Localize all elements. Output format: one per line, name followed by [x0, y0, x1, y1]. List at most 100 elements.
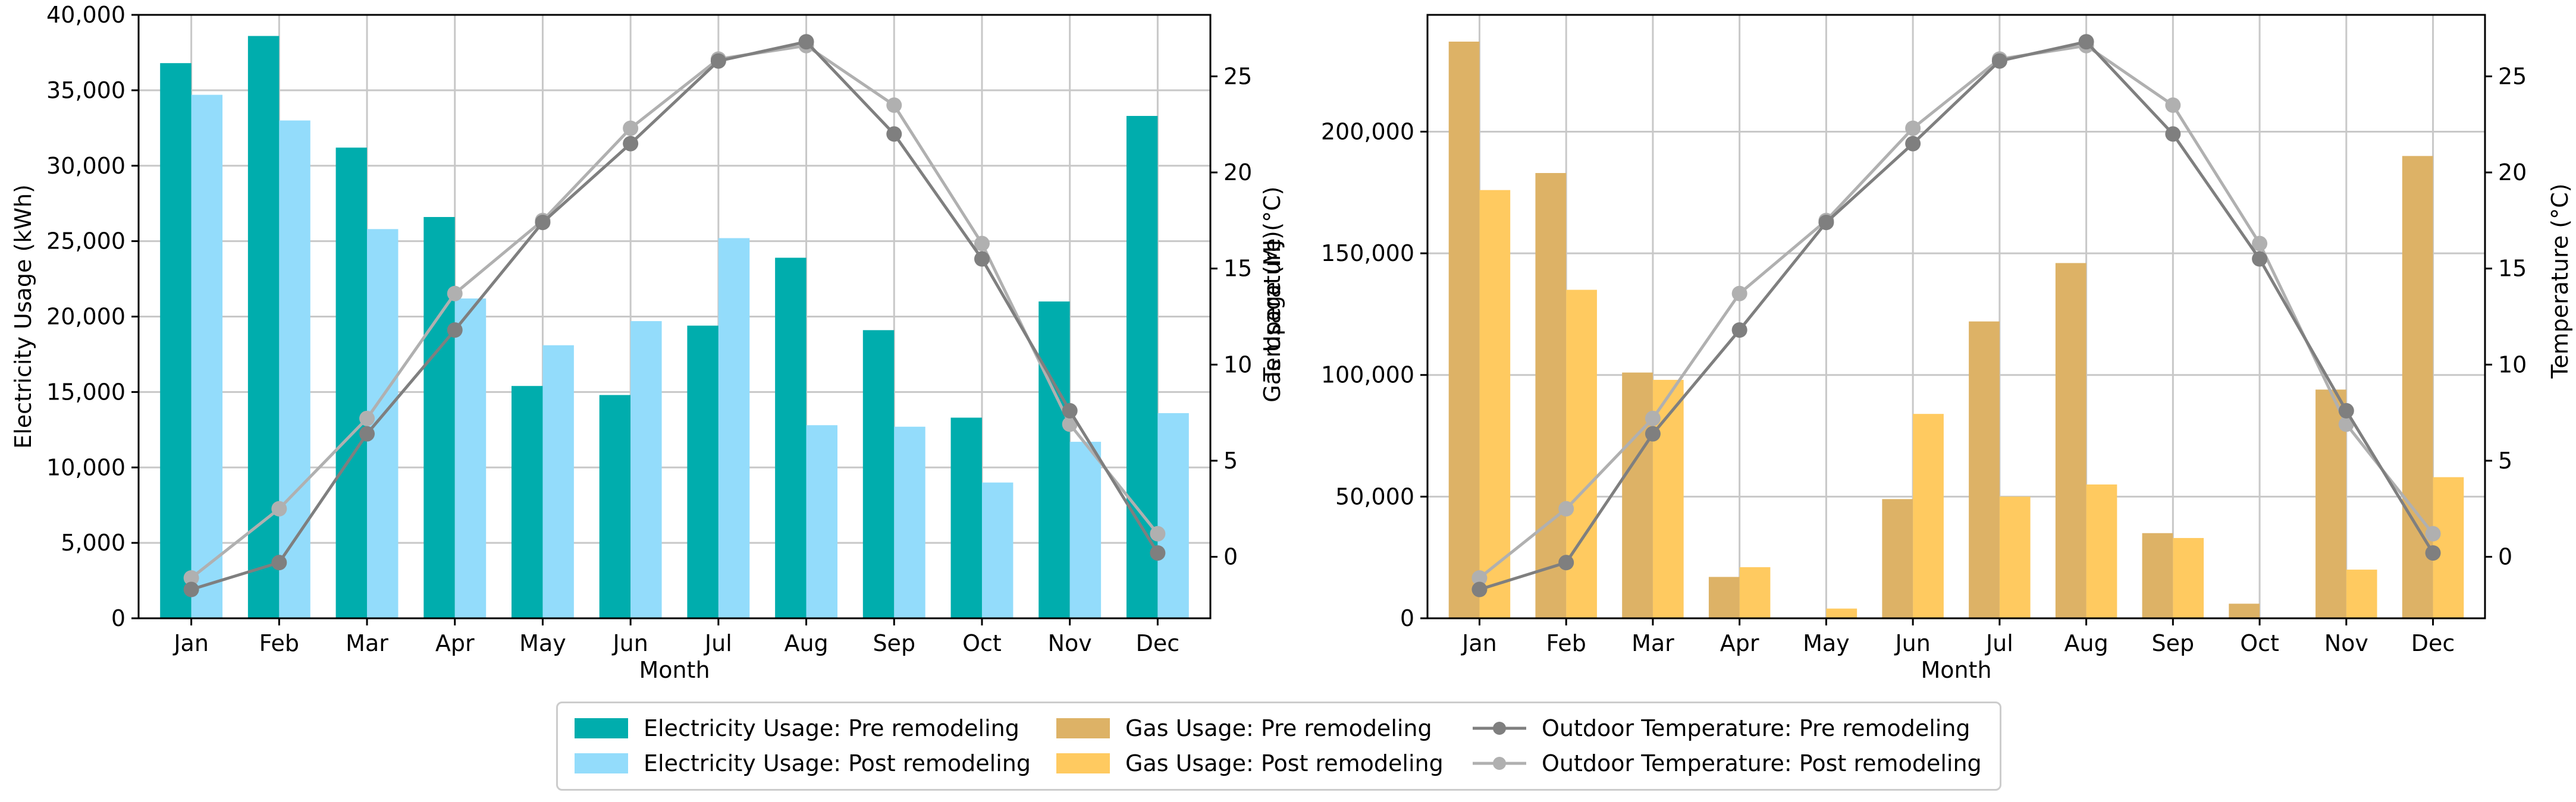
temperature-point [1558, 555, 1574, 571]
temperature-point [886, 126, 902, 142]
x-tick-label: Oct [962, 630, 1002, 656]
y-tick-label: 10,000 [46, 454, 125, 480]
bar [981, 482, 1014, 618]
y-tick-label: 100,000 [1321, 362, 1414, 388]
chart-panel-2: 0 50,000 100,000 150,000 200,000 0 5 10 15 20 25 Ja… [1259, 14, 2573, 683]
x-tick-label: Oct [2240, 630, 2279, 656]
legend-label: Gas Usage: Post remodeling [1125, 750, 1444, 776]
y-tick-label: 15,000 [46, 379, 125, 405]
temperature-point [623, 136, 639, 152]
x-tick-label: Aug [784, 630, 828, 656]
bar [1622, 372, 1653, 618]
temperature-point [974, 235, 990, 251]
bar [1038, 301, 1070, 618]
legend-label: Electricity Usage: Pre remodeling [644, 715, 1019, 741]
bar [191, 95, 223, 619]
bar [1969, 321, 2000, 618]
bar [2173, 537, 2204, 618]
bar [1882, 499, 1913, 618]
temperature-point [447, 285, 463, 301]
bar [423, 217, 455, 618]
x-tick-label: Jul [1985, 630, 2013, 656]
y-tick-label: 5,000 [61, 530, 125, 556]
temperature-line [1478, 44, 2434, 580]
y2-tick-label: 25 [2498, 63, 2527, 89]
x-tick-label: Sep [2152, 630, 2195, 656]
legend-swatch [575, 718, 628, 738]
y2-tick-label: 0 [2498, 544, 2512, 570]
y-tick-label: 35,000 [46, 77, 125, 103]
bar [1479, 190, 1511, 618]
x-tick-label: Jun [611, 630, 648, 656]
bar [775, 257, 807, 619]
bar [542, 345, 574, 618]
temperature-point [886, 97, 902, 113]
bar [687, 325, 718, 618]
x-tick-label: May [519, 630, 566, 656]
temperature-point [1905, 120, 1921, 136]
y-tick-label: 0 [1400, 605, 1414, 631]
temperature-point [2165, 97, 2181, 113]
y2-axis-label: Temperature (°C) [1259, 187, 1285, 382]
temperature-point [271, 555, 287, 571]
y2-tick-label: 0 [1223, 544, 1238, 570]
temperature-point [1471, 581, 1488, 597]
x-tick-label: Aug [2064, 630, 2109, 656]
x-tick-label: May [1803, 630, 1850, 656]
y-tick-label: 50,000 [1335, 483, 1414, 509]
temperature-point [2338, 416, 2354, 432]
temperature-point [2252, 251, 2268, 267]
temperature-point [2425, 526, 2441, 542]
legend-swatch [1056, 753, 1110, 773]
legend-label: Electricity Usage: Post remodeling [644, 750, 1031, 776]
temperature-point [1905, 136, 1921, 152]
bar [862, 330, 895, 618]
bar [1739, 567, 1771, 618]
temperature-line [1479, 40, 2434, 591]
bar [1566, 290, 1597, 618]
x-tick-label: Feb [1546, 630, 1586, 656]
bar [599, 395, 631, 618]
legend-swatch [1056, 718, 1110, 738]
temperature-point [2338, 402, 2354, 419]
legend-item-gas-pre: Gas Usage: Pre remodeling [1056, 712, 1473, 744]
bar [718, 238, 750, 618]
legend: Electricity Usage: Pre remodeling Gas Us… [556, 702, 2001, 791]
bar [1535, 173, 1567, 619]
temperature-point [359, 426, 375, 442]
legend-item-gas-post: Gas Usage: Post remodeling [1056, 747, 1473, 779]
bar [1448, 42, 1480, 619]
legend-line-marker [1473, 721, 1526, 735]
temperature-point [2252, 235, 2268, 251]
legend-item-electricity-pre: Electricity Usage: Pre remodeling [575, 712, 1056, 744]
legend-swatch [575, 753, 628, 773]
bar [2055, 263, 2086, 618]
temperature-point [710, 53, 726, 69]
bar [950, 417, 982, 618]
temperature-point [1062, 402, 1078, 419]
x-tick-label: Jul [704, 630, 732, 656]
x-tick-label: Jan [172, 630, 209, 656]
x-tick-label: Jan [1461, 630, 1497, 656]
temperature-point [183, 581, 199, 597]
bar [454, 298, 487, 618]
y-tick-label: 30,000 [46, 153, 125, 179]
y-tick-label: 20,000 [46, 304, 125, 330]
bar [1913, 414, 1944, 618]
legend-line-marker [1473, 756, 1526, 770]
bar [1708, 577, 1740, 618]
x-tick-label: Mar [1631, 630, 1674, 656]
x-axis-label: Month [1921, 657, 1991, 683]
bar [2402, 156, 2433, 618]
y2-tick-label: 15 [1223, 256, 1252, 282]
temperature-point [1645, 410, 1661, 426]
legend-label: Outdoor Temperature: Pre remodeling [1542, 715, 1971, 741]
bar [2229, 603, 2260, 618]
temperature-point [1558, 501, 1574, 517]
x-tick-label: Mar [346, 630, 388, 656]
y2-tick-label: 20 [1223, 159, 1252, 185]
bar [2346, 570, 2377, 618]
x-tick-label: Sep [873, 630, 915, 656]
temperature-point [183, 570, 199, 586]
axes-frame [1426, 14, 2486, 619]
